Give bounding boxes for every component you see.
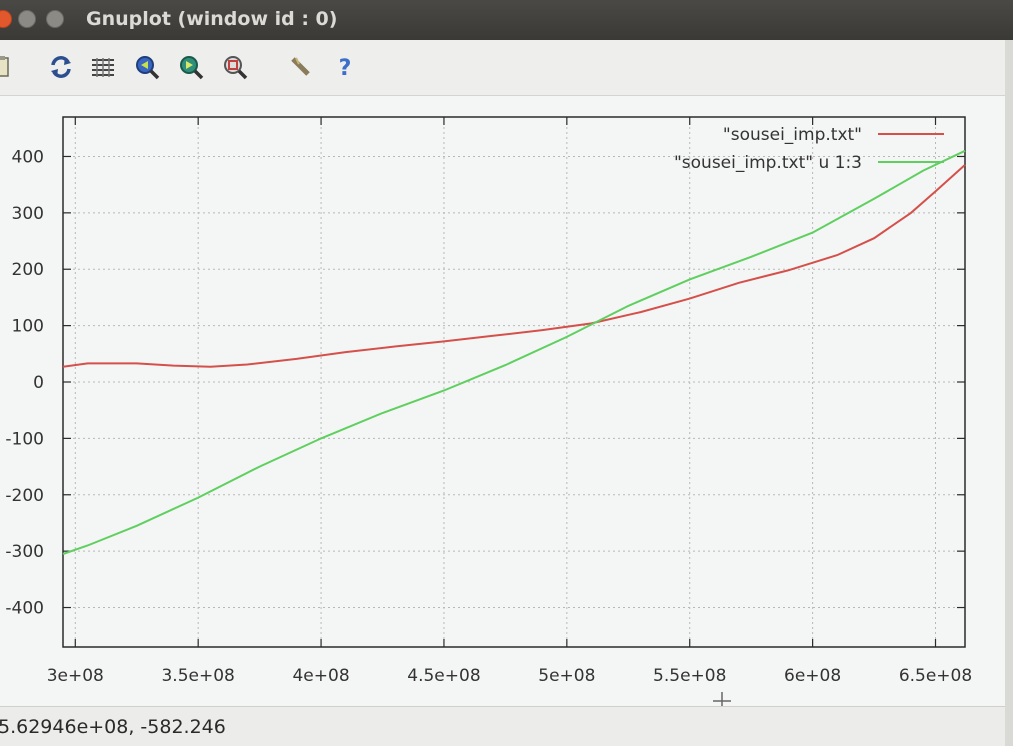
legend: "sousei_imp.txt" "sousei_imp.txt" u 1:3	[674, 125, 944, 173]
x-tick-label: 4e+08	[292, 666, 349, 686]
window-titlebar: Gnuplot (window id : 0)	[0, 0, 1013, 40]
mouse-cursor-icon	[713, 692, 731, 706]
svg-text:?: ?	[339, 56, 352, 80]
autoscale-icon[interactable]	[220, 52, 250, 82]
grid-icon[interactable]	[88, 52, 118, 82]
plot-border	[62, 116, 966, 648]
settings-icon[interactable]	[286, 52, 316, 82]
y-tick-label: 300	[12, 204, 44, 224]
window-maximize-button[interactable]	[46, 10, 64, 28]
series-lines	[62, 149, 966, 555]
y-tick-label: 400	[12, 147, 44, 167]
y-tick-label: 100	[12, 317, 44, 337]
legend-label-1: "sousei_imp.txt"	[723, 125, 862, 145]
tick-labels: 3e+08 3.5e+08 4e+08 4.5e+08 5e+08 5.5e+08 6e+0…	[5, 117, 972, 686]
x-tick-label: 3e+08	[47, 666, 104, 686]
series-line-1	[62, 164, 966, 368]
y-tick-label: -400	[5, 599, 44, 619]
y-tick-label: 200	[12, 260, 44, 280]
x-tick-label: 4.5e+08	[407, 666, 480, 686]
status-bar: 5.62946e+08, -582.246	[0, 706, 1005, 746]
window-edge	[1005, 40, 1013, 746]
y-tick-label: -100	[5, 429, 44, 449]
toolbar: ?	[0, 40, 1005, 96]
x-tick-label: 6e+08	[784, 666, 841, 686]
replot-icon[interactable]	[46, 52, 76, 82]
x-tick-label: 6.5e+08	[899, 666, 972, 686]
x-tick-label: 5e+08	[538, 666, 595, 686]
chart[interactable]: 3e+08 3.5e+08 4e+08 4.5e+08 5e+08 5.5e+08 6e+0…	[0, 96, 1005, 706]
x-tick-label: 3.5e+08	[161, 666, 234, 686]
y-tick-label: -200	[5, 486, 44, 506]
grid-lines	[63, 117, 965, 647]
help-icon[interactable]: ?	[330, 52, 360, 82]
plot-canvas[interactable]: 3e+08 3.5e+08 4e+08 4.5e+08 5e+08 5.5e+08 6e+0…	[0, 96, 1005, 706]
window-close-button[interactable]	[0, 10, 12, 28]
window-title: Gnuplot (window id : 0)	[86, 8, 338, 30]
copy-to-clipboard-icon[interactable]	[0, 52, 16, 82]
series-line-2	[62, 149, 966, 555]
legend-label-2: "sousei_imp.txt" u 1:3	[674, 153, 862, 173]
window-minimize-button[interactable]	[18, 10, 36, 28]
zoom-previous-icon[interactable]	[132, 52, 162, 82]
x-tick-label: 5.5e+08	[653, 666, 726, 686]
cursor-coordinates: 5.62946e+08, -582.246	[0, 716, 226, 738]
zoom-next-icon[interactable]	[176, 52, 206, 82]
y-tick-label: 0	[33, 373, 44, 393]
y-tick-label: -300	[5, 542, 44, 562]
